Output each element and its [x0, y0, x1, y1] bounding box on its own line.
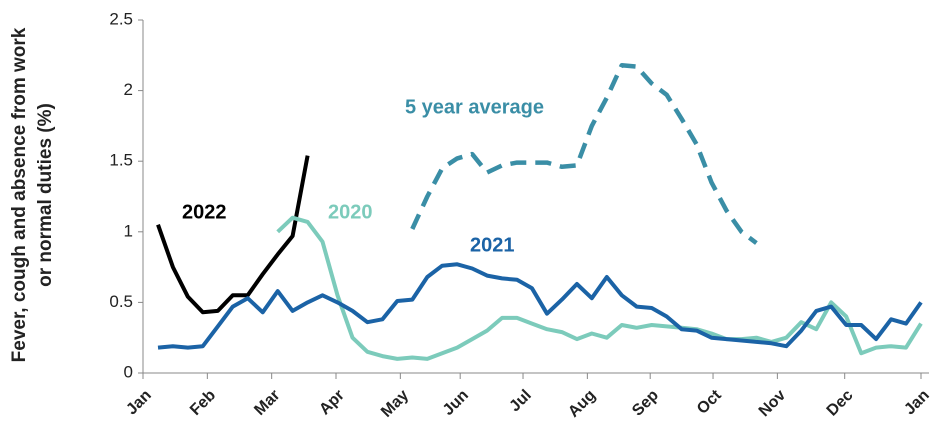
series-label: 2021	[470, 234, 515, 256]
x-tick-label: Mar	[251, 387, 283, 419]
x-tick-label: Oct	[694, 386, 725, 417]
x-tick-label: Jan	[901, 387, 931, 419]
series-label: 2020	[328, 201, 373, 223]
x-tick-label: Feb	[187, 387, 219, 419]
x-tick-label: Aug	[565, 387, 599, 421]
series-line	[276, 215, 923, 361]
x-tick-label: Nov	[756, 387, 789, 420]
x-tick-label: Jan	[123, 387, 155, 419]
x-tick-label: Apr	[316, 387, 348, 419]
x-tick-label: Jun	[440, 387, 472, 419]
y-tick-label: 0.5	[109, 292, 133, 311]
x-tick-label: Sep	[629, 387, 662, 420]
series-line	[410, 62, 758, 245]
series-line	[156, 155, 310, 315]
y-tick-label: 1.5	[109, 151, 133, 170]
y-axis-title-line: Fever, cough and absence from work	[9, 27, 30, 362]
x-tick-label: Jul	[506, 387, 534, 415]
x-tick-label: Dec	[824, 387, 857, 420]
x-tick-label: May	[378, 387, 412, 421]
series-line	[157, 262, 923, 350]
y-axis-title-line: or normal duties (%)	[35, 103, 56, 287]
series-label: 5 year average	[405, 96, 544, 118]
y-tick-label: 2	[124, 80, 133, 99]
y-tick-label: 1	[124, 221, 133, 240]
series-label: 2022	[182, 201, 227, 223]
y-tick-label: 2.5	[109, 9, 133, 28]
y-tick-label: 0	[124, 362, 133, 381]
